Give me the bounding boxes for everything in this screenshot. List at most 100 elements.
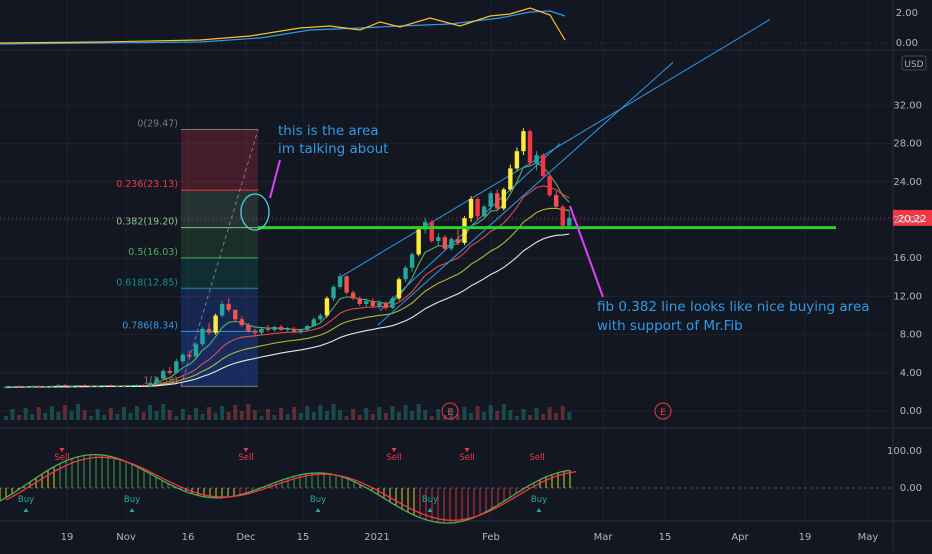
fib-trend-line bbox=[180, 129, 259, 387]
candle bbox=[442, 235, 448, 251]
candle-body bbox=[154, 378, 159, 384]
candle-body bbox=[108, 385, 113, 387]
candle-body bbox=[501, 189, 506, 209]
last-price-badge bbox=[893, 209, 932, 226]
volume-bar bbox=[102, 415, 107, 420]
candle bbox=[364, 298, 369, 307]
volume-bar bbox=[528, 415, 532, 420]
signal-arrow bbox=[23, 508, 29, 512]
signal-label: Buy bbox=[18, 495, 34, 505]
volume-bar bbox=[272, 415, 277, 420]
candle-body bbox=[259, 328, 264, 333]
price-axis-tick: 32.00 bbox=[893, 100, 922, 111]
price-axis-tick: 20.00 bbox=[893, 215, 922, 226]
volume-bar bbox=[89, 416, 94, 420]
volume-bar bbox=[495, 411, 500, 420]
candle bbox=[167, 367, 172, 375]
earnings-marker[interactable] bbox=[654, 402, 672, 420]
candle bbox=[88, 385, 94, 388]
volume-bar bbox=[4, 416, 8, 420]
candle bbox=[429, 220, 434, 243]
candle bbox=[62, 384, 68, 387]
candle bbox=[16, 385, 22, 388]
volume-bar bbox=[246, 404, 251, 420]
candle-body bbox=[3, 387, 9, 389]
candle-body bbox=[95, 386, 100, 388]
candle bbox=[180, 353, 186, 364]
time-axis-tick: 19 bbox=[61, 532, 74, 543]
volume-bar bbox=[475, 406, 480, 420]
volume-bar bbox=[311, 412, 316, 420]
candles bbox=[3, 128, 572, 420]
annotation-1-arrow bbox=[269, 159, 281, 199]
annotation-2-arrow bbox=[569, 205, 604, 298]
candle-body bbox=[206, 328, 212, 333]
candle bbox=[488, 191, 493, 211]
support-line-group[interactable]: 20.22 bbox=[0, 209, 932, 230]
candle bbox=[69, 385, 74, 388]
osc-line-red bbox=[5, 456, 577, 521]
volume-bar bbox=[403, 405, 408, 420]
earnings-marker-label: E bbox=[447, 408, 453, 418]
candle-body bbox=[187, 354, 192, 357]
candle-body bbox=[488, 193, 493, 207]
fib-zone bbox=[181, 257, 258, 289]
price-axis-tick: 4.00 bbox=[900, 368, 922, 379]
signal-label: Sell bbox=[459, 453, 474, 463]
volume-bar bbox=[298, 413, 303, 420]
candle bbox=[147, 382, 153, 388]
candle bbox=[547, 174, 552, 198]
volume-bar bbox=[455, 414, 460, 420]
candle bbox=[331, 284, 336, 302]
candle bbox=[462, 216, 467, 245]
volume-bar bbox=[436, 409, 441, 420]
fib-retracement[interactable]: 0(29.47) 0.236(23.13) 0.382(19.20) 0.5(16.0… bbox=[116, 119, 259, 387]
volume-bar bbox=[252, 410, 257, 420]
volume-bar bbox=[207, 407, 212, 420]
candle bbox=[285, 326, 290, 332]
candle-body bbox=[174, 361, 179, 373]
candle bbox=[390, 296, 395, 309]
candle bbox=[396, 277, 402, 301]
candle-body bbox=[115, 386, 120, 388]
candle bbox=[455, 227, 461, 245]
price-axis-tick: 12.00 bbox=[893, 291, 922, 302]
time-axis-tick: Apr bbox=[731, 532, 749, 543]
volume-bar bbox=[285, 414, 290, 420]
candle-body bbox=[560, 206, 565, 226]
volume-bar bbox=[469, 413, 474, 420]
candle-body bbox=[527, 131, 533, 163]
candle bbox=[82, 384, 87, 387]
candle bbox=[226, 298, 231, 312]
volume-bar bbox=[161, 404, 166, 420]
candle bbox=[43, 386, 48, 389]
candle-body bbox=[141, 385, 146, 387]
fib-zone bbox=[181, 227, 258, 258]
volume-bar bbox=[43, 413, 48, 420]
candle bbox=[409, 252, 415, 272]
time-axis-tick: Dec bbox=[236, 532, 255, 543]
candle-body bbox=[305, 326, 310, 330]
signal-label: Buy bbox=[531, 495, 547, 505]
signal-arrow bbox=[536, 508, 542, 512]
candle bbox=[370, 298, 375, 308]
candle bbox=[115, 385, 120, 388]
candle-body bbox=[370, 301, 375, 306]
candle bbox=[567, 210, 572, 228]
currency-badge[interactable] bbox=[901, 55, 927, 71]
volume-bar bbox=[338, 410, 343, 420]
candle-body bbox=[377, 303, 382, 306]
candle-body bbox=[75, 385, 81, 387]
channel-lower-line[interactable] bbox=[377, 62, 674, 326]
candle bbox=[377, 300, 382, 309]
candle-body bbox=[239, 319, 244, 326]
signal-label: Buy bbox=[422, 495, 438, 505]
volume-bar bbox=[554, 413, 559, 420]
candle bbox=[213, 313, 218, 335]
earnings-marker[interactable] bbox=[441, 402, 459, 420]
candle-body bbox=[429, 221, 434, 242]
candle bbox=[30, 385, 35, 388]
volume-bar bbox=[128, 413, 133, 420]
signal-arrow bbox=[59, 448, 65, 452]
